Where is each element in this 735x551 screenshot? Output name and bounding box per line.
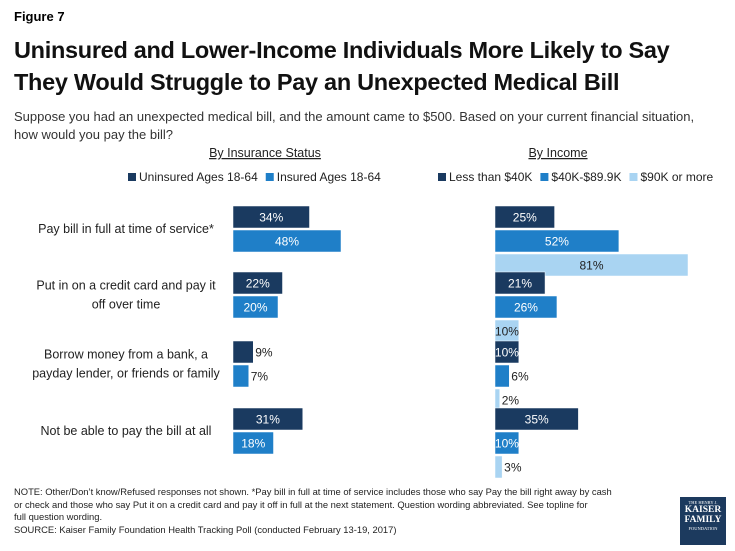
bar-by-income-40k-89-9k-1 [494,229,620,253]
data-label-by-income-90k-or-more-1: 81% [579,259,603,273]
data-label-by-insurance-status-insured-ages-18-64-1: 48% [275,235,299,249]
data-label-by-income-90k-or-more-2: 10% [495,325,519,339]
bar-by-insurance-status-uninsured-ages-18-64-4 [232,407,303,431]
data-label-by-income-less-than-40k-4: 35% [525,413,549,427]
chart-subtitle-line-1: Suppose you had an unexpected medical bi… [14,109,695,124]
bar-by-income-40k-89-9k-4 [494,431,520,455]
bar-by-income-90k-or-more-1 [494,253,689,277]
bar-by-insurance-status-insured-ages-18-64-3 [232,364,249,388]
bar-by-income-less-than-40k-1 [494,205,555,229]
panel-title-by-insurance-status: By Insurance Status [209,146,321,160]
category-label-1-line-1: Pay bill in full at time of service* [38,222,214,236]
data-label-by-insurance-status-uninsured-ages-18-64-2: 22% [246,277,270,291]
legend-swatch-40k-89-9k [540,173,549,181]
category-label-2-line-1: Put in on a credit card and pay it [36,279,216,293]
bar-by-insurance-status-insured-ages-18-64-2 [232,295,279,319]
legend-swatch-uninsured-ages-18-64 [128,173,136,181]
bar-by-income-90k-or-more-3 [494,388,501,412]
bar-by-insurance-status-uninsured-ages-18-64-2 [232,271,283,295]
category-label-2-line-2: off over time [92,298,161,312]
data-label-by-insurance-status-insured-ages-18-64-3: 7% [251,370,269,384]
footnote: NOTE: Other/Don’t know/Refused responses… [14,486,669,536]
data-label-by-income-40k-89-9k-4: 10% [495,437,519,451]
category-label-3-line-1: Borrow money from a bank, a [44,348,208,362]
legend-swatch-insured-ages-18-64 [265,173,274,181]
footnote-line-1: NOTE: Other/Don’t know/Refused responses… [14,486,612,497]
logo-line-4: FOUNDATION [688,526,718,531]
data-label-by-insurance-status-insured-ages-18-64-2: 20% [243,301,267,315]
chart-title-line-1: Uninsured and Lower-Income Individuals M… [14,37,670,63]
bar-by-insurance-status-uninsured-ages-18-64-1 [232,205,310,229]
legend-swatch-less-than-40k [438,173,446,181]
legend-label-90k-or-more: $90K or more [640,170,713,184]
footnote-line-2: or check and those who say Put it on a c… [14,498,588,510]
figure-label: Figure 7 [14,9,65,24]
logo-line-1: THE HENRY J. [688,500,718,505]
category-label-3-line-2: payday lender, or friends or family [32,367,220,381]
bar-by-income-90k-or-more-4 [494,455,503,479]
chart-title-line-2: They Would Struggle to Pay an Unexpected… [14,69,620,95]
legend-label-less-than-40k: Less than $40K [449,170,532,184]
bar-by-income-less-than-40k-3 [494,340,520,364]
data-label-by-income-less-than-40k-2: 21% [508,277,532,291]
data-label-by-income-less-than-40k-3: 10% [495,346,519,360]
chart-subtitle-line-2: how would you pay the bill? [14,127,173,142]
panel-title-by-income: By Income [528,146,587,160]
bar-by-income-40k-89-9k-3 [494,364,510,388]
bar-by-income-less-than-40k-2 [494,271,546,295]
category-label-4-line-1: Not be able to pay the bill at all [41,424,212,438]
logo-line-3: FAMILY [684,514,722,525]
chart-subtitle: Suppose you had an unexpected medical bi… [14,108,724,144]
legend-label-40k-89-9k: $40K-$89.9K [551,170,621,184]
bar-by-income-less-than-40k-4 [494,407,579,431]
data-label-by-insurance-status-insured-ages-18-64-4: 18% [241,437,265,451]
legend-label-uninsured-ages-18-64: Uninsured Ages 18-64 [139,170,258,184]
data-label-by-income-90k-or-more-4: 3% [504,461,522,475]
data-label-by-insurance-status-uninsured-ages-18-64-4: 31% [256,413,280,427]
bar-chart: Pay bill in full at time of service* Put … [32,146,713,479]
data-label-by-insurance-status-uninsured-ages-18-64-3: 9% [255,346,273,360]
bar-by-income-40k-89-9k-2 [494,295,558,319]
chart-title: Uninsured and Lower-Income Individuals M… [14,34,719,98]
data-label-by-income-40k-89-9k-1: 52% [545,235,569,249]
source-line: SOURCE: Kaiser Family Foundation Health … [14,523,397,535]
data-label-by-income-40k-89-9k-2: 26% [514,301,538,315]
data-label-by-income-40k-89-9k-3: 6% [511,370,529,384]
bar-by-insurance-status-insured-ages-18-64-4 [232,431,274,455]
legend-label-insured-ages-18-64: Insured Ages 18-64 [277,170,381,184]
kff-logo: THE HENRY J. KAISER FAMILY FOUNDATION [680,497,726,545]
data-label-by-insurance-status-uninsured-ages-18-64-1: 34% [259,211,283,225]
data-label-by-income-less-than-40k-1: 25% [513,211,537,225]
logo-line-2: KAISER [684,505,722,515]
bar-by-insurance-status-insured-ages-18-64-1 [232,229,342,253]
data-label-by-income-90k-or-more-3: 2% [502,394,520,408]
legend-swatch-90k-or-more [629,173,638,181]
bar-by-insurance-status-uninsured-ages-18-64-3 [232,340,254,364]
footnote-line-3: full question wording. [14,511,103,522]
